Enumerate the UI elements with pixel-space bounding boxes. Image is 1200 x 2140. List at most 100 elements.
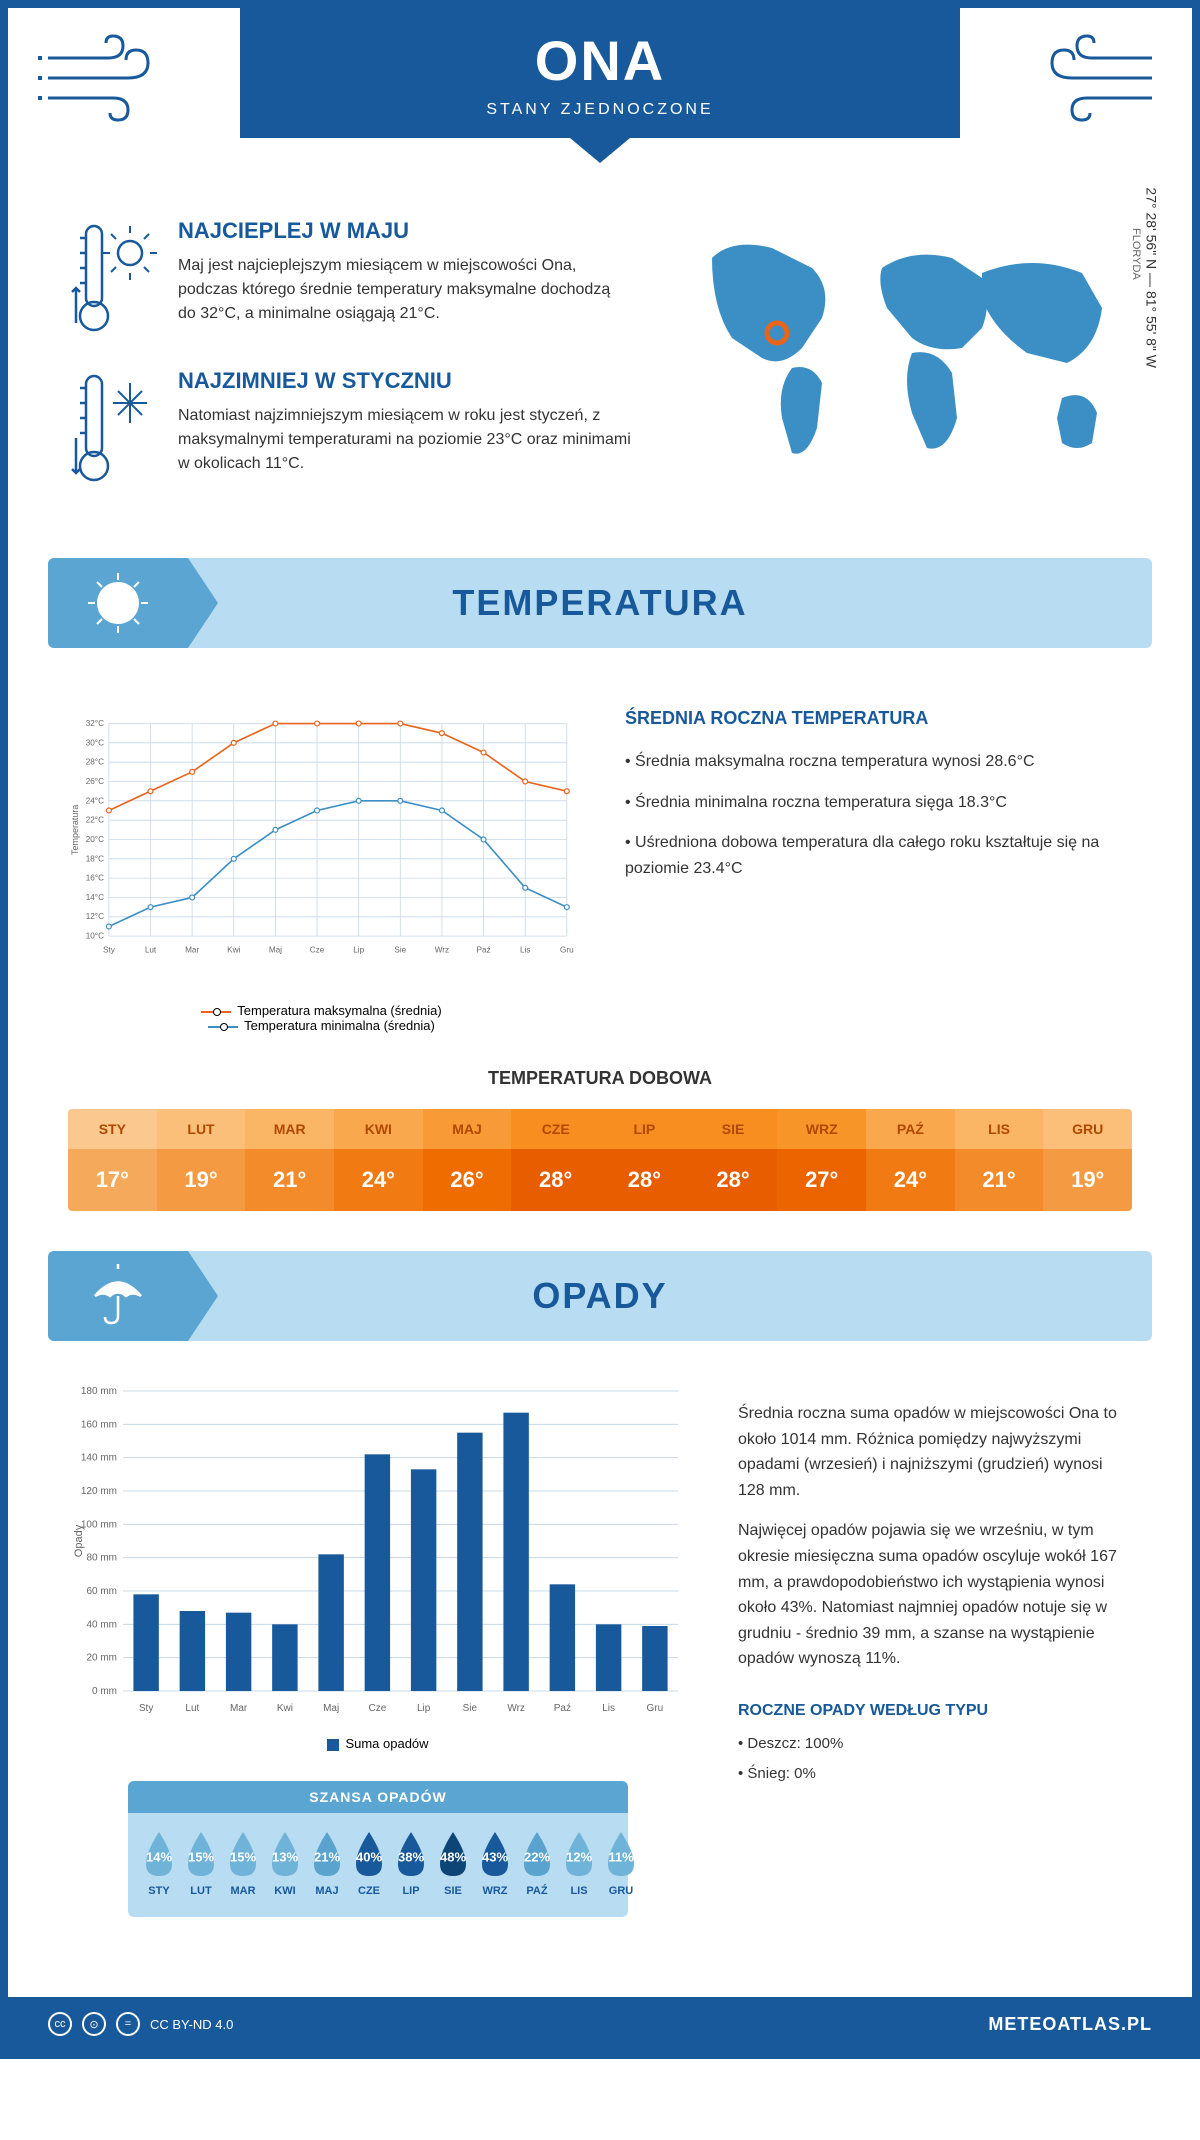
svg-text:Lis: Lis bbox=[520, 945, 530, 954]
footer: cc ⊙ = CC BY-ND 4.0 METEOATLAS.PL bbox=[8, 1997, 1192, 2051]
svg-text:Mar: Mar bbox=[230, 1703, 248, 1714]
precip-bar-chart: 0 mm20 mm40 mm60 mm80 mm100 mm120 mm140 … bbox=[68, 1381, 688, 1761]
svg-text:Lut: Lut bbox=[145, 945, 157, 954]
temp-col-month: MAJ bbox=[423, 1109, 512, 1149]
temp-col-month: LIS bbox=[955, 1109, 1044, 1149]
temp-chart-area: 10°C12°C14°C16°C18°C20°C22°C24°C26°C28°C… bbox=[68, 688, 575, 1028]
rain-drop-icon: 15% bbox=[180, 1828, 222, 1880]
precip-chart-legend: Suma opadów bbox=[68, 1736, 688, 1751]
svg-text:Lut: Lut bbox=[185, 1703, 199, 1714]
temp-col-value: 26° bbox=[423, 1149, 512, 1211]
rain-drop-item: 43% WRZ bbox=[474, 1828, 516, 1897]
precip-chart-area: 0 mm20 mm40 mm60 mm80 mm100 mm120 mm140 … bbox=[68, 1381, 688, 1957]
temp-table-col: SIE28° bbox=[689, 1109, 778, 1211]
rain-drop-pct: 40% bbox=[356, 1849, 382, 1864]
temp-side-title: ŚREDNIA ROCZNA TEMPERATURA bbox=[625, 708, 1132, 729]
legend-max-label: Temperatura maksymalna (średnia) bbox=[237, 1003, 441, 1018]
rain-drop-icon: 22% bbox=[516, 1828, 558, 1880]
temp-table-col: PAŹ24° bbox=[866, 1109, 955, 1211]
temp-col-month: CZE bbox=[511, 1109, 600, 1149]
temp-table-col: KWI24° bbox=[334, 1109, 423, 1211]
temp-bullet: • Uśredniona dobowa temperatura dla całe… bbox=[625, 830, 1132, 881]
svg-text:20°C: 20°C bbox=[86, 835, 104, 844]
rain-drop-icon: 13% bbox=[264, 1828, 306, 1880]
thermometer-hot-icon bbox=[68, 218, 158, 338]
rain-drop-icon: 38% bbox=[390, 1828, 432, 1880]
svg-text:24°C: 24°C bbox=[86, 796, 104, 805]
nd-icon: = bbox=[116, 2012, 140, 2036]
temp-col-value: 28° bbox=[689, 1149, 778, 1211]
temp-col-value: 19° bbox=[1043, 1149, 1132, 1211]
svg-text:Cze: Cze bbox=[310, 945, 325, 954]
footer-site: METEOATLAS.PL bbox=[988, 2014, 1152, 2035]
hottest-text: NAJCIEPLEJ W MAJU Maj jest najcieplejszy… bbox=[178, 218, 632, 338]
svg-text:18°C: 18°C bbox=[86, 854, 104, 863]
region-label: FLORYDA bbox=[1130, 228, 1142, 280]
svg-text:20 mm: 20 mm bbox=[86, 1653, 117, 1664]
rain-drop-item: 11%GRU bbox=[600, 1828, 642, 1897]
temp-col-month: STY bbox=[68, 1109, 157, 1149]
temp-section-header: TEMPERATURA bbox=[48, 558, 1152, 648]
coldest-title: NAJZIMNIEJ W STYCZNIU bbox=[178, 368, 632, 394]
rain-drop-pct: 13% bbox=[272, 1849, 298, 1864]
svg-text:30°C: 30°C bbox=[86, 738, 104, 747]
svg-text:16°C: 16°C bbox=[86, 874, 104, 883]
svg-text:26°C: 26°C bbox=[86, 777, 104, 786]
header: ONA STANY ZJEDNOCZONE bbox=[8, 8, 1192, 188]
rain-drop-month: SIE bbox=[432, 1885, 474, 1897]
svg-text:100 mm: 100 mm bbox=[81, 1519, 117, 1530]
svg-text:Lip: Lip bbox=[417, 1703, 431, 1714]
rain-drop-icon: 12% bbox=[558, 1828, 600, 1880]
rain-drop-item: 12% LIS bbox=[558, 1828, 600, 1897]
temp-col-month: MAR bbox=[245, 1109, 334, 1149]
cc-icon: cc bbox=[48, 2012, 72, 2036]
hottest-title: NAJCIEPLEJ W MAJU bbox=[178, 218, 632, 244]
temp-table-col: LIP28° bbox=[600, 1109, 689, 1211]
rain-drop-pct: 14% bbox=[146, 1849, 172, 1864]
precip-para2: Najwięcej opadów pojawia się we wrześniu… bbox=[738, 1518, 1132, 1672]
precip-content: 0 mm20 mm40 mm60 mm80 mm100 mm120 mm140 … bbox=[8, 1341, 1192, 1997]
rain-drop-pct: 22% bbox=[524, 1849, 550, 1864]
svg-text:Maj: Maj bbox=[269, 945, 282, 954]
hottest-block: NAJCIEPLEJ W MAJU Maj jest najcieplejszy… bbox=[68, 218, 632, 338]
svg-text:40 mm: 40 mm bbox=[86, 1619, 117, 1630]
temp-col-month: LUT bbox=[157, 1109, 246, 1149]
temp-table-col: LIS21° bbox=[955, 1109, 1044, 1211]
temp-col-month: WRZ bbox=[777, 1109, 866, 1149]
temp-col-value: 21° bbox=[955, 1149, 1044, 1211]
svg-text:Lis: Lis bbox=[602, 1703, 615, 1714]
rain-drop-pct: 48% bbox=[440, 1849, 466, 1864]
temp-col-value: 24° bbox=[866, 1149, 955, 1211]
coldest-text: NAJZIMNIEJ W STYCZNIU Natomiast najzimni… bbox=[178, 368, 632, 488]
svg-text:Kwi: Kwi bbox=[277, 1703, 293, 1714]
license-text: CC BY-ND 4.0 bbox=[150, 2017, 233, 2032]
rain-drop-icon: 11% bbox=[600, 1828, 642, 1880]
rain-chance-panel: SZANSA OPADÓW 14%STY15%LUT15%MAR13%KWI21… bbox=[128, 1781, 628, 1917]
intro-section: NAJCIEPLEJ W MAJU Maj jest najcieplejszy… bbox=[8, 188, 1192, 558]
rain-drop-month: LIP bbox=[390, 1885, 432, 1897]
temp-col-month: LIP bbox=[600, 1109, 689, 1149]
coldest-block: NAJZIMNIEJ W STYCZNIU Natomiast najzimni… bbox=[68, 368, 632, 488]
rain-drop-month: LIS bbox=[558, 1885, 600, 1897]
rain-drop-item: 40%CZE bbox=[348, 1828, 390, 1897]
temp-col-month: SIE bbox=[689, 1109, 778, 1149]
svg-text:Paź: Paź bbox=[477, 945, 491, 954]
precip-type-item: • Śnieg: 0% bbox=[738, 1762, 1132, 1786]
rain-drop-pct: 15% bbox=[188, 1849, 214, 1864]
rain-drop-icon: 48% bbox=[432, 1828, 474, 1880]
legend-min-label: Temperatura minimalna (średnia) bbox=[244, 1018, 435, 1033]
rain-drop-month: WRZ bbox=[474, 1885, 516, 1897]
rain-drop-month: KWI bbox=[264, 1885, 306, 1897]
precip-side-text: Średnia roczna suma opadów w miejscowośc… bbox=[738, 1381, 1132, 1957]
temp-side-text: ŚREDNIA ROCZNA TEMPERATURA • Średnia mak… bbox=[625, 688, 1132, 1028]
rain-drop-month: MAJ bbox=[306, 1885, 348, 1897]
page-container: ONA STANY ZJEDNOCZONE bbox=[0, 0, 1200, 2059]
rain-drop-month: LUT bbox=[180, 1885, 222, 1897]
rain-chance-title: SZANSA OPADÓW bbox=[128, 1781, 628, 1813]
rain-drop-pct: 43% bbox=[482, 1849, 508, 1864]
temp-table-col: WRZ27° bbox=[777, 1109, 866, 1211]
daily-temp-title: TEMPERATURA DOBOWA bbox=[68, 1068, 1132, 1089]
rain-drop-icon: 43% bbox=[474, 1828, 516, 1880]
svg-text:180 mm: 180 mm bbox=[81, 1386, 117, 1397]
temp-col-month: KWI bbox=[334, 1109, 423, 1149]
